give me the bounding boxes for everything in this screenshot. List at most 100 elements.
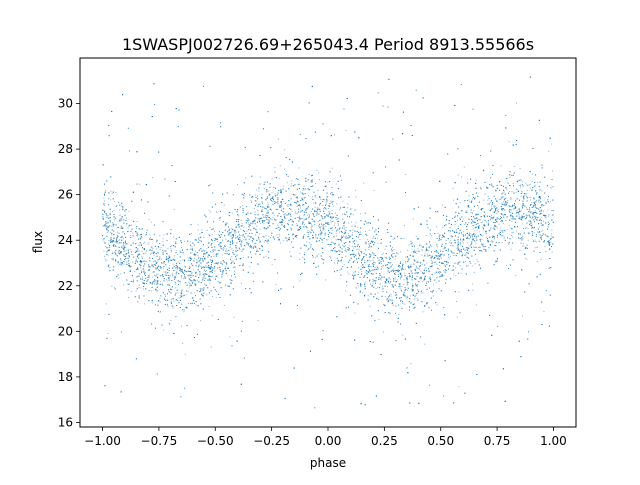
data-point: [429, 246, 431, 248]
data-point: [315, 236, 317, 238]
data-point: [448, 257, 450, 259]
data-point: [263, 241, 265, 243]
data-point: [118, 239, 120, 241]
data-point: [519, 249, 521, 251]
data-point: [226, 250, 228, 252]
data-point: [140, 262, 142, 264]
data-point: [191, 246, 193, 248]
data-point: [121, 205, 123, 207]
data-point: [357, 285, 359, 287]
data-point: [478, 235, 480, 237]
data-point: [160, 247, 162, 249]
data-point: [330, 256, 332, 258]
data-point: [458, 252, 460, 254]
data-point: [408, 244, 410, 246]
data-point: [549, 223, 551, 225]
data-point: [322, 198, 324, 200]
data-point: [189, 248, 191, 250]
data-point: [534, 210, 536, 212]
data-point: [130, 249, 132, 251]
data-point: [527, 228, 529, 230]
data-point: [202, 288, 204, 290]
data-point: [437, 257, 439, 259]
data-point: [422, 292, 424, 294]
data-point: [335, 212, 337, 214]
data-point: [181, 251, 183, 253]
data-point: [368, 264, 370, 266]
data-point: [506, 202, 508, 204]
data-point: [428, 250, 430, 252]
data-point: [466, 247, 468, 249]
data-point: [199, 240, 201, 242]
data-point: [536, 231, 538, 233]
data-point: [164, 178, 166, 180]
data-point: [461, 252, 463, 254]
data-point: [302, 218, 304, 220]
data-point: [168, 259, 170, 261]
data-point: [334, 247, 336, 249]
data-point: [104, 260, 106, 262]
data-point: [500, 227, 502, 229]
data-point: [352, 229, 354, 231]
data-point: [420, 292, 422, 294]
data-point: [251, 247, 253, 249]
data-point: [201, 229, 203, 231]
data-point: [347, 207, 349, 209]
data-point: [232, 266, 234, 268]
data-point: [327, 208, 329, 210]
data-point: [316, 215, 318, 217]
data-point: [143, 271, 145, 273]
data-point: [107, 250, 109, 252]
data-point: [474, 234, 476, 236]
data-point: [460, 238, 462, 240]
data-point: [231, 238, 233, 240]
data-point: [343, 108, 345, 110]
data-point: [381, 253, 383, 255]
data-point: [163, 267, 165, 269]
data-point: [112, 259, 114, 261]
data-point: [490, 183, 492, 185]
data-point: [265, 255, 267, 257]
data-point: [505, 197, 507, 199]
data-point: [195, 250, 197, 252]
data-point: [418, 277, 420, 279]
data-point: [189, 266, 191, 268]
data-point: [277, 138, 279, 140]
data-point: [411, 279, 413, 281]
data-point: [404, 225, 406, 227]
data-point: [223, 304, 225, 306]
data-point: [290, 214, 292, 216]
data-point: [393, 249, 395, 251]
data-point: [372, 283, 374, 285]
data-point: [151, 302, 153, 304]
data-point: [221, 254, 223, 256]
data-point: [296, 212, 298, 214]
data-point: [268, 235, 270, 237]
data-point: [436, 291, 438, 293]
data-point: [317, 189, 319, 191]
data-point: [179, 250, 181, 252]
data-point: [183, 277, 185, 279]
data-point: [184, 240, 186, 242]
data-point: [130, 291, 132, 293]
data-point: [414, 297, 416, 299]
data-point: [208, 233, 210, 235]
data-point: [361, 292, 363, 294]
data-point: [245, 177, 247, 179]
data-point: [279, 235, 281, 237]
data-point: [148, 242, 150, 244]
data-point: [326, 223, 328, 225]
data-point: [519, 168, 521, 170]
data-point: [236, 247, 238, 249]
data-point: [366, 274, 368, 276]
data-point: [151, 282, 153, 284]
data-point: [322, 225, 324, 227]
data-point: [218, 282, 220, 284]
data-point: [299, 215, 301, 217]
data-point: [480, 186, 482, 188]
data-point: [248, 224, 250, 226]
data-point: [228, 212, 230, 214]
data-point: [455, 267, 457, 269]
data-point: [250, 199, 252, 201]
data-point: [211, 295, 213, 297]
